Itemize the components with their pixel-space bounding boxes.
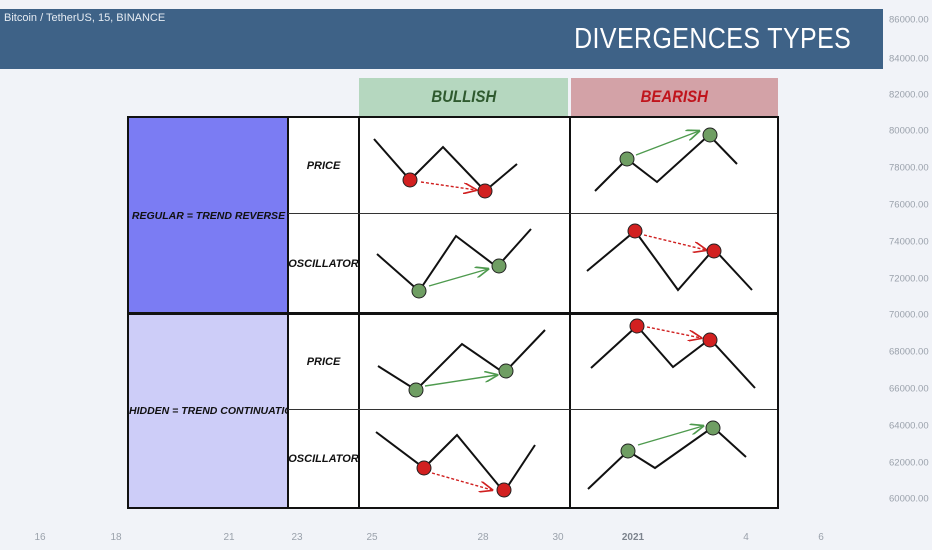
- hidden-bullish-price-diagram: [377, 329, 546, 398]
- regular-row-header: REGULAR = TREND REVERSE: [129, 118, 288, 314]
- bullish-header: BULLISH: [359, 78, 568, 116]
- time-axis[interactable]: 16 18 21 23 25 28 30 2021 4 6: [0, 530, 885, 550]
- price-tick: 66000.00: [889, 383, 929, 395]
- time-tick-year: 2021: [621, 532, 645, 543]
- hidden-row-title: HIDDEN = TREND CONTINUATION: [129, 404, 301, 417]
- bullish-label: BULLISH: [431, 87, 496, 106]
- divider: [129, 312, 777, 315]
- hidden-bearish-oscillator-diagram: [587, 420, 747, 490]
- regular-bullish-price-diagram: [373, 138, 518, 199]
- time-tick: 21: [223, 532, 235, 543]
- divergence-table: REGULAR = TREND REVERSE HIDDEN = TREND C…: [127, 116, 779, 509]
- price-tick: 78000.00: [889, 162, 929, 174]
- time-tick: 23: [291, 532, 303, 543]
- symbol-label[interactable]: Bitcoin / TetherUS, 15, BINANCE: [4, 12, 166, 24]
- price-tick: 82000.00: [889, 89, 929, 101]
- price-tick: 62000.00: [889, 457, 929, 469]
- hidden-bullish-oscillator-diagram: [375, 431, 536, 498]
- regular-bearish-oscillator-diagram: [586, 223, 753, 292]
- regular-bearish-price-diagram: [594, 127, 738, 192]
- page-title: DIVERGENCES TYPES: [573, 23, 851, 55]
- time-tick: 25: [366, 532, 378, 543]
- hidden-price-label: PRICE: [288, 314, 359, 410]
- hidden-oscillator-label: OSCILLATOR: [288, 410, 359, 507]
- time-tick: 28: [477, 532, 489, 543]
- time-tick: 16: [34, 532, 46, 543]
- time-tick: 30: [552, 532, 564, 543]
- bearish-label: BEARISH: [640, 87, 709, 106]
- divergence-diagrams: [373, 127, 756, 498]
- price-tick: 84000.00: [889, 53, 929, 65]
- hidden-row-header: HIDDEN = TREND CONTINUATION: [129, 314, 301, 507]
- time-tick: 6: [818, 532, 824, 543]
- divider: [288, 409, 777, 410]
- price-tick: 64000.00: [889, 420, 929, 432]
- price-tick: 76000.00: [889, 199, 929, 211]
- price-tick: 68000.00: [889, 346, 929, 358]
- price-tick: 72000.00: [889, 273, 929, 285]
- hidden-bearish-price-diagram: [590, 318, 756, 389]
- regular-oscillator-label: OSCILLATOR: [288, 214, 359, 314]
- price-axis[interactable]: 86000.00 84000.00 82000.00 80000.00 7800…: [885, 0, 932, 530]
- chart-title-banner: Bitcoin / TetherUS, 15, BINANCE DIVERGEN…: [0, 9, 883, 69]
- regular-price-label: PRICE: [288, 118, 359, 214]
- time-tick: 18: [110, 532, 122, 543]
- price-tick: 70000.00: [889, 309, 929, 321]
- price-tick: 80000.00: [889, 125, 929, 137]
- bearish-header: BEARISH: [571, 78, 778, 116]
- price-tick: 60000.00: [889, 493, 929, 505]
- price-tick: 74000.00: [889, 236, 929, 248]
- time-tick: 4: [743, 532, 749, 543]
- regular-row-title: REGULAR = TREND REVERSE: [131, 210, 286, 222]
- regular-bullish-oscillator-diagram: [376, 228, 532, 299]
- price-tick: 86000.00: [889, 14, 929, 26]
- divider: [288, 213, 777, 214]
